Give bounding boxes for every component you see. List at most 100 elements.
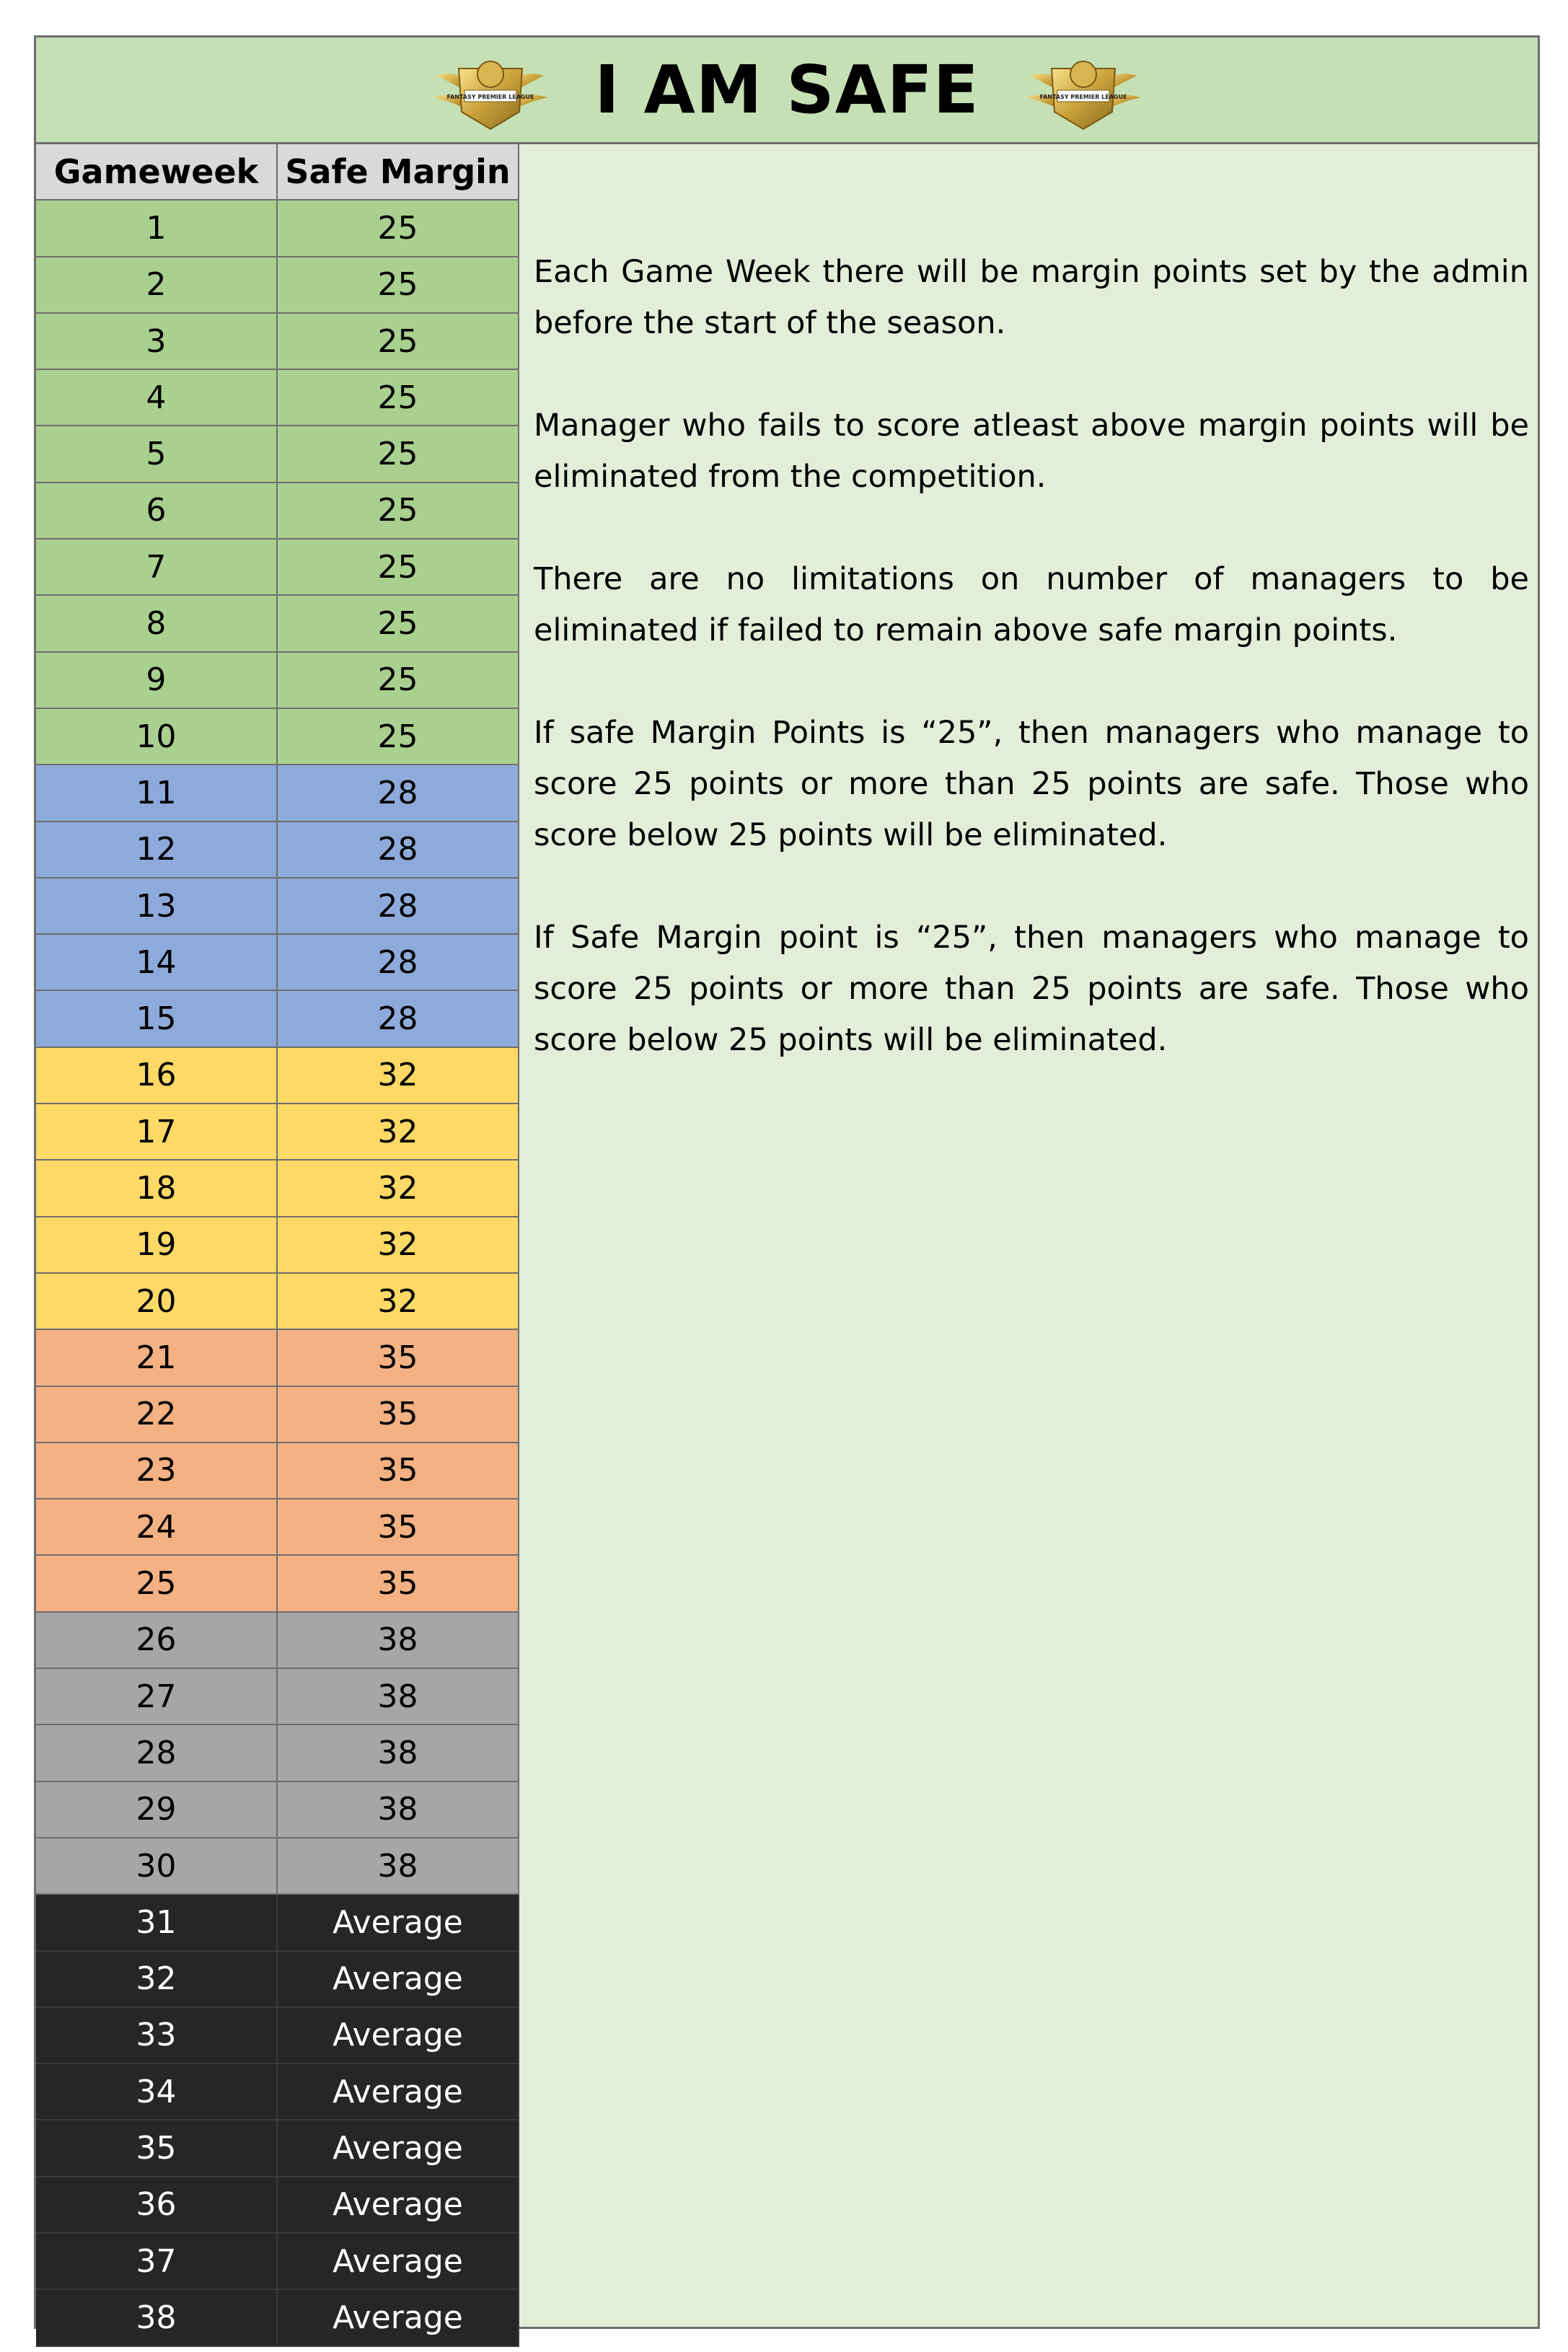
rule-paragraph: Manager who fails to score atleast above… <box>534 408 1529 495</box>
safe-margin-cell: 38 <box>278 1838 519 1895</box>
table-row: 32 Average <box>36 1951 519 2008</box>
safe-margin-cell: Average <box>278 1951 519 2008</box>
safe-margin-cell: 35 <box>278 1443 519 1500</box>
trophy-badge-icon: FANTASY PREMIER LEAGUE <box>1026 60 1140 130</box>
gameweek-cell: 30 <box>36 1838 278 1895</box>
rule-paragraph: Each Game Week there will be margin poin… <box>534 254 1529 341</box>
gameweek-cell: 21 <box>36 1330 278 1387</box>
safe-margin-cell: 28 <box>278 935 519 992</box>
gameweek-cell: 31 <box>36 1895 278 1952</box>
gameweek-cell: 20 <box>36 1273 278 1331</box>
gameweek-cell: 25 <box>36 1556 278 1613</box>
safe-margin-cell: 28 <box>278 765 519 822</box>
safe-margin-cell: 32 <box>278 1217 519 1274</box>
safe-margin-cell: 28 <box>278 822 519 878</box>
table-row: 2 25 <box>36 257 519 314</box>
table-row: 37 Average <box>36 2233 519 2291</box>
safe-margin-cell: Average <box>278 2007 519 2065</box>
gameweek-cell: 24 <box>36 1499 278 1556</box>
safe-margin-cell: 32 <box>278 1047 519 1105</box>
safe-margin-cell: 25 <box>278 596 519 653</box>
table-row: 29 38 <box>36 1781 519 1838</box>
table-row: 18 32 <box>36 1160 519 1217</box>
gameweek-cell: 22 <box>36 1386 278 1443</box>
safe-margin-cell: 38 <box>278 1725 519 1782</box>
table-row: 11 28 <box>36 765 519 822</box>
gameweek-cell: 6 <box>36 483 278 540</box>
table-row: 15 28 <box>36 991 519 1048</box>
gameweek-cell: 2 <box>36 257 278 314</box>
table-row: 7 25 <box>36 539 519 596</box>
table-row: 5 25 <box>36 426 519 483</box>
gameweek-cell: 36 <box>36 2177 278 2234</box>
table-row: 6 25 <box>36 483 519 540</box>
table-row: 27 38 <box>36 1669 519 1726</box>
safe-margin-table: Gameweek Safe Margin 1 25 2 25 3 25 4 25 5 25 6 25 7… <box>36 144 519 2347</box>
table-row: 10 25 <box>36 708 519 766</box>
gameweek-cell: 35 <box>36 2120 278 2177</box>
safe-margin-cell: 38 <box>278 1781 519 1838</box>
rule-paragraph: There are no limitations on number of ma… <box>534 561 1529 648</box>
table-row: 14 28 <box>36 935 519 992</box>
table-row: 21 35 <box>36 1330 519 1387</box>
table-row: 20 32 <box>36 1273 519 1331</box>
safe-margin-cell: 28 <box>278 991 519 1048</box>
gameweek-cell: 11 <box>36 765 278 822</box>
safe-margin-cell: 35 <box>278 1330 519 1387</box>
gameweek-cell: 27 <box>36 1669 278 1726</box>
safe-margin-cell: 25 <box>278 370 519 427</box>
gameweek-cell: 14 <box>36 935 278 992</box>
table-row: 36 Average <box>36 2177 519 2234</box>
table-row: 8 25 <box>36 596 519 653</box>
table-row: 19 32 <box>36 1217 519 1274</box>
svg-text:FANTASY PREMIER LEAGUE: FANTASY PREMIER LEAGUE <box>1039 94 1127 100</box>
gameweek-cell: 28 <box>36 1725 278 1782</box>
rule-paragraph: If safe Margin Points is “25”, then mana… <box>534 715 1529 853</box>
table-row: 38 Average <box>36 2290 519 2347</box>
document-sheet: FANTASY PREMIER LEAGUE I AM SAFE FANTASY… <box>34 35 1540 2347</box>
gameweek-cell: 33 <box>36 2007 278 2065</box>
gameweek-cell: 16 <box>36 1047 278 1105</box>
table-body: 1 25 2 25 3 25 4 25 5 25 6 25 7 25 8 25 9 25 10 25 11 28 12 28 1… <box>36 201 519 2347</box>
table-row: 25 35 <box>36 1556 519 1613</box>
gameweek-cell: 7 <box>36 539 278 596</box>
table-row: 33 Average <box>36 2007 519 2065</box>
safe-margin-cell: 38 <box>278 1669 519 1726</box>
safe-margin-cell: 32 <box>278 1104 519 1161</box>
gameweek-cell: 37 <box>36 2233 278 2291</box>
table-row: 35 Average <box>36 2120 519 2177</box>
safe-margin-cell: 25 <box>278 652 519 709</box>
gameweek-cell: 29 <box>36 1781 278 1838</box>
gameweek-cell: 5 <box>36 426 278 483</box>
gameweek-cell: 13 <box>36 878 278 935</box>
table-row: 26 38 <box>36 1612 519 1670</box>
gameweek-cell: 3 <box>36 313 278 371</box>
column-header-gameweek: Gameweek <box>36 144 278 201</box>
trophy-badge-icon: FANTASY PREMIER LEAGUE <box>433 60 548 130</box>
safe-margin-cell: 35 <box>278 1499 519 1556</box>
gameweek-cell: 18 <box>36 1160 278 1217</box>
safe-margin-cell: 35 <box>278 1386 519 1443</box>
table-row: 30 38 <box>36 1838 519 1895</box>
table-row: 1 25 <box>36 201 519 257</box>
rule-paragraph: If Safe Margin point is “25”, then manag… <box>534 920 1529 1058</box>
safe-margin-cell: 25 <box>278 539 519 596</box>
safe-margin-cell: 25 <box>278 426 519 483</box>
gameweek-cell: 26 <box>36 1612 278 1670</box>
gameweek-cell: 9 <box>36 652 278 709</box>
gameweek-cell: 32 <box>36 1951 278 2008</box>
title-banner: FANTASY PREMIER LEAGUE I AM SAFE FANTASY… <box>36 38 1538 144</box>
table-row: 28 38 <box>36 1725 519 1782</box>
table-row: 3 25 <box>36 313 519 371</box>
page-title: I AM SAFE <box>594 51 979 128</box>
table-row: 16 32 <box>36 1047 519 1105</box>
gameweek-cell: 34 <box>36 2064 278 2121</box>
table-row: 9 25 <box>36 652 519 709</box>
table-row: 4 25 <box>36 370 519 427</box>
gameweek-cell: 12 <box>36 822 278 878</box>
table-row: 23 35 <box>36 1443 519 1500</box>
gameweek-cell: 15 <box>36 991 278 1048</box>
safe-margin-cell: 35 <box>278 1556 519 1613</box>
gameweek-cell: 8 <box>36 596 278 653</box>
svg-text:FANTASY PREMIER LEAGUE: FANTASY PREMIER LEAGUE <box>447 94 534 100</box>
